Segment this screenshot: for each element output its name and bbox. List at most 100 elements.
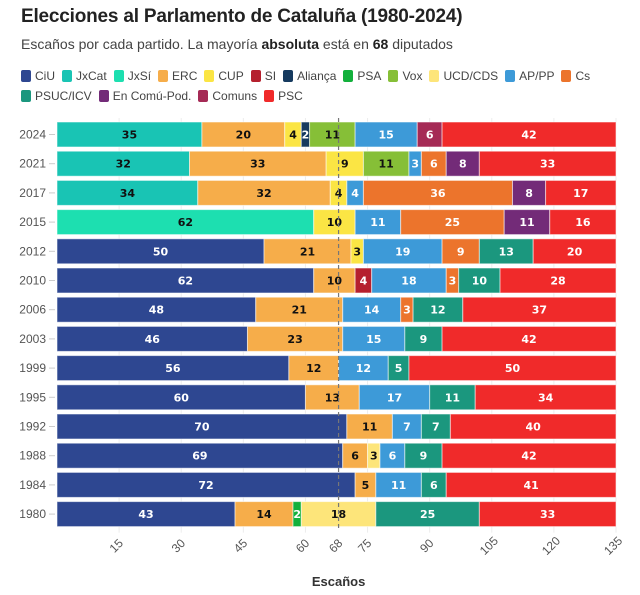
- bar-label-2017-cup: 4: [335, 187, 343, 200]
- bar-label-2021-jxcat: 32: [116, 158, 131, 171]
- bar-2015-ap-pp: [354, 209, 402, 236]
- bar-label-2006-ap-pp: 14: [364, 304, 380, 317]
- y-tick-2024: 2024: [19, 128, 46, 142]
- bar-1999-psc: [408, 355, 617, 382]
- legend-item-jxcat: JxCat: [62, 67, 107, 85]
- legend-item-jxs: JxSí: [113, 67, 151, 85]
- bar-label-1980-erc: 14: [256, 508, 272, 521]
- bar-label-1999-erc: 12: [306, 362, 321, 375]
- legend-label: ERC: [172, 69, 198, 83]
- bar-2017-erc: [197, 179, 331, 206]
- bar-1992-psc: [449, 413, 617, 440]
- bar-2006-erc: [255, 296, 344, 323]
- y-tick-1995: 1995: [19, 390, 46, 404]
- bar-label-2010-ap-pp: 18: [401, 275, 416, 288]
- bar-label-2010-ciu: 62: [178, 275, 193, 288]
- bar-2015-cup: [313, 209, 356, 236]
- bar-1984-psc: [445, 471, 617, 498]
- bar-label-1992-ap-pp: 7: [403, 421, 411, 434]
- bar-label-1999-ap-pp: 12: [356, 362, 371, 375]
- bar-1980-psuc-icv: [375, 501, 480, 528]
- bar-label-2021-cup: 9: [341, 158, 349, 171]
- bar-2015-en-com-pod: [503, 209, 551, 236]
- bar-label-1995-erc: 13: [325, 391, 340, 404]
- subtitle-emphasis-68: 68: [372, 36, 389, 52]
- bar-label-2021-en-com-pod: 8: [459, 158, 467, 171]
- bar-label-1984-ciu: 72: [198, 479, 213, 492]
- bar-2015-jxs: [56, 209, 315, 236]
- bar-2021-cup: [325, 150, 364, 177]
- bar-label-1995-ciu: 60: [174, 391, 190, 404]
- legend-swatch: [62, 70, 72, 82]
- legend-label: JxCat: [76, 69, 107, 83]
- y-tick-2012: 2012: [19, 244, 46, 258]
- legend-label: PSA: [357, 69, 382, 83]
- bar-label-2021-vox: 11: [379, 158, 394, 171]
- bar-label-1992-psc: 40: [526, 421, 542, 434]
- bar-2010-psc: [499, 267, 617, 294]
- bar-1999-ap-pp: [338, 355, 389, 382]
- legend-label: UCD/CDS: [443, 69, 499, 83]
- bar-label-2024-psc: 42: [521, 129, 536, 142]
- bar-label-2003-ciu: 46: [145, 333, 161, 346]
- x-tick-60: 60: [293, 536, 313, 556]
- y-tick-1992: 1992: [19, 420, 46, 434]
- y-tick-2006: 2006: [19, 303, 46, 317]
- x-tick-90: 90: [417, 536, 437, 556]
- bar-2012-psuc-icv: [478, 238, 534, 265]
- y-tick-2003: 2003: [19, 332, 46, 346]
- subtitle-text-2: está en: [319, 36, 373, 52]
- bar-2024-jxcat: [56, 121, 203, 148]
- legend-label: CiU: [35, 69, 55, 83]
- legend-item-comuns: Comuns: [198, 87, 257, 105]
- bar-label-2015-cup: 10: [327, 216, 343, 229]
- legend-swatch: [204, 70, 215, 82]
- bar-1980-psc: [478, 501, 617, 528]
- bar-2021-cs: [420, 150, 447, 177]
- bar-2006-ciu: [56, 296, 257, 323]
- bar-2017-cs: [362, 179, 513, 206]
- bar-label-2021-ap-pp: 3: [411, 158, 419, 171]
- legend-label: Vox: [402, 69, 423, 83]
- subtitle-text-1: Escaños por cada partido. La mayoría: [21, 36, 262, 52]
- bar-label-2012-ap-pp: 19: [395, 245, 410, 258]
- legend-swatch: [158, 70, 169, 82]
- legend-label: PSC: [278, 89, 303, 103]
- x-tick-120: 120: [539, 534, 563, 558]
- bar-2010-ciu: [56, 267, 315, 294]
- bar-2017-jxcat: [56, 179, 199, 206]
- bar-1984-psuc-icv: [420, 471, 447, 498]
- bar-label-2017-psc: 17: [573, 187, 588, 200]
- bar-label-1988-psc: 42: [521, 450, 536, 463]
- bar-1984-ciu: [56, 471, 356, 498]
- bar-2006-psc: [462, 296, 617, 323]
- legend-label: En Comú-Pod.: [112, 89, 192, 103]
- bar-label-2006-psc: 37: [532, 304, 547, 317]
- legend-item-ciu: CiU: [21, 67, 55, 85]
- bar-label-2024-jxcat: 35: [122, 129, 137, 142]
- bar-2010-psuc-icv: [458, 267, 501, 294]
- bar-label-2003-psc: 42: [521, 333, 536, 346]
- bar-label-1984-psuc-icv: 6: [430, 479, 438, 492]
- bar-label-1988-ciu: 69: [192, 450, 207, 463]
- bar-label-2024-vox: 11: [325, 129, 340, 142]
- bar-label-2003-erc: 23: [287, 333, 302, 346]
- bar-2003-ap-pp: [342, 325, 406, 352]
- bar-label-2024-cup: 4: [289, 129, 297, 142]
- bar-label-2017-erc: 32: [256, 187, 271, 200]
- bar-2024-ap-pp: [354, 121, 418, 148]
- bar-label-2017-jxcat: 34: [120, 187, 136, 200]
- bar-label-1984-psc: 41: [523, 479, 538, 492]
- bar-1988-psuc-icv: [404, 442, 443, 469]
- bar-label-2024-comuns: 6: [426, 129, 434, 142]
- legend-swatch: [343, 70, 354, 82]
- bar-2017-psc: [545, 179, 617, 206]
- bar-label-1999-ciu: 56: [165, 362, 181, 375]
- bar-label-1980-psa: 2: [293, 508, 301, 521]
- bar-2003-ciu: [56, 325, 248, 352]
- x-tick-135: 135: [601, 534, 625, 558]
- bar-label-2010-erc: 10: [327, 275, 343, 288]
- bar-label-2017-ap-pp: 4: [351, 187, 359, 200]
- bar-2012-psc: [532, 238, 617, 265]
